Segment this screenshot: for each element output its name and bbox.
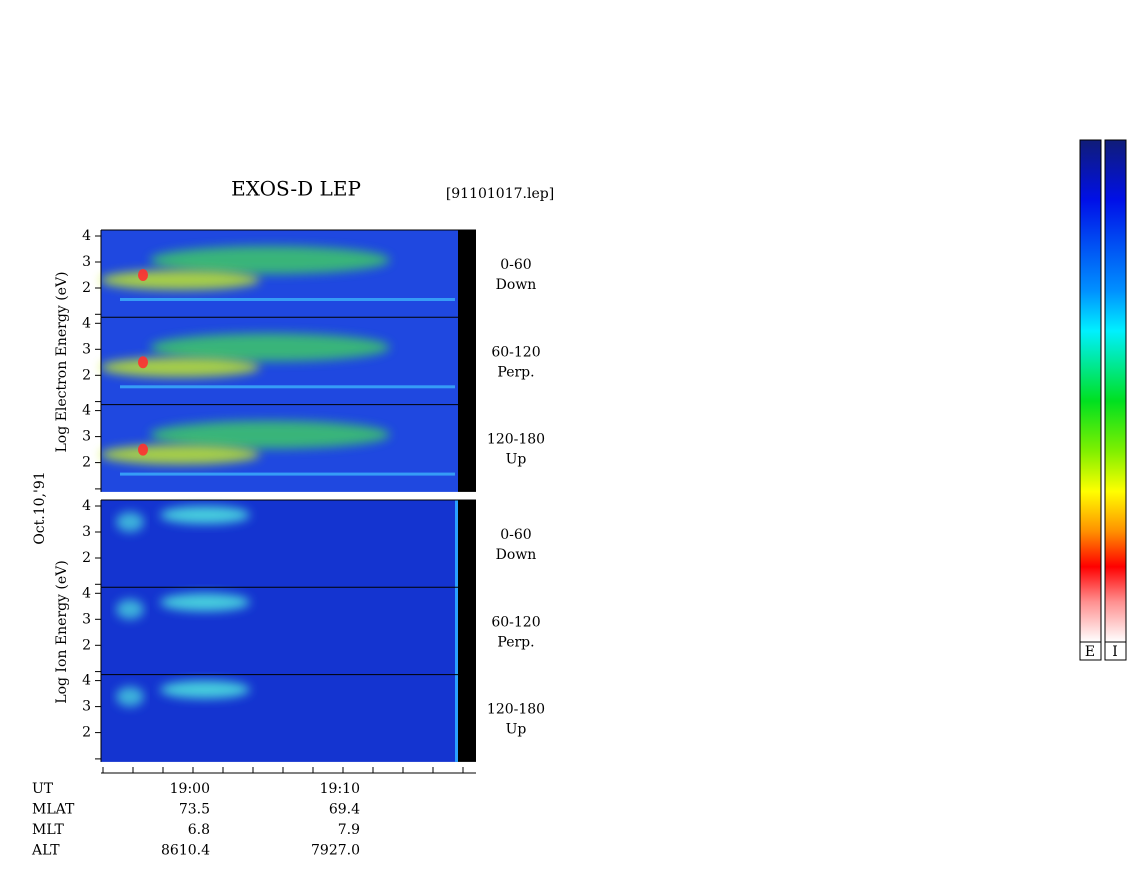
y-tick-label: 3: [82, 611, 91, 627]
y-tick-label: 4: [82, 403, 91, 419]
panel-label: 120-180: [487, 702, 545, 718]
data-gap: [458, 587, 476, 675]
y-tick-label: 2: [82, 550, 91, 566]
spectrogram-feature: [138, 356, 148, 369]
y-tick-label: 3: [82, 341, 91, 357]
spectrogram-feature: [100, 444, 260, 465]
spectrogram-feature: [120, 472, 455, 476]
spectrogram-feature: [455, 587, 458, 675]
y-tick-label: 3: [82, 429, 91, 445]
row-value: 73.5: [179, 802, 210, 818]
panel-label: Up: [506, 452, 527, 468]
spectrogram-feature: [138, 269, 148, 281]
panel-label: Perp.: [497, 634, 534, 650]
colorbar: [1079, 139, 1102, 643]
spectrogram-feature: [116, 599, 144, 620]
spectrogram-feature: [150, 420, 390, 449]
spectrogram-feature: [160, 680, 250, 699]
spectrogram-feature: [160, 593, 250, 612]
row-value: 7.9: [338, 822, 360, 838]
row-name: MLT: [32, 822, 64, 838]
spectrogram-feature: [160, 506, 250, 524]
data-gap: [458, 317, 476, 405]
row-value: 6.8: [188, 822, 210, 838]
spectrogram-feature: [116, 512, 144, 532]
data-gap: [458, 404, 476, 492]
y-tick-label: 4: [82, 498, 91, 514]
panel-label: Down: [496, 547, 537, 563]
y-tick-label: 3: [82, 699, 91, 715]
y-tick-label: 2: [82, 725, 91, 741]
y-tick-label: 4: [82, 673, 91, 689]
spectrogram: [101, 674, 458, 762]
row-name: UT: [32, 781, 54, 797]
file-name: [91101017.lep]: [446, 186, 554, 202]
panel-label: 0-60: [500, 257, 531, 273]
panel-label: 120-180: [487, 432, 545, 448]
date: Oct.10,'91: [32, 471, 48, 544]
y-tick-label: 2: [82, 455, 91, 471]
colorbar-label: I: [1112, 644, 1118, 660]
colorbar: [1104, 139, 1127, 643]
spectrogram: [101, 587, 458, 675]
y-axis-label: Log Ion Energy (eV): [54, 560, 70, 703]
spectrogram: [101, 500, 458, 588]
panel-label: 60-120: [491, 614, 540, 630]
data-gap: [458, 674, 476, 762]
colorbar-label: E: [1085, 644, 1095, 660]
colorbar-box: [1079, 641, 1102, 661]
spectrogram-feature: [100, 357, 260, 378]
time-label: 19:00: [170, 781, 210, 797]
spectrogram-feature: [150, 333, 390, 362]
spectrogram-feature: [138, 443, 148, 456]
row-value: 69.4: [329, 802, 360, 818]
title: EXOS-D LEP: [231, 177, 361, 201]
spectrogram-feature: [150, 246, 390, 274]
spectrogram-feature: [120, 385, 455, 389]
y-tick-label: 2: [82, 637, 91, 653]
spectrogram-feature: [100, 270, 260, 290]
time-label: 19:10: [320, 781, 360, 797]
row-value: 7927.0: [311, 843, 360, 859]
y-tick-label: 4: [82, 315, 91, 331]
y-tick-label: 3: [82, 254, 91, 270]
row-name: MLAT: [32, 802, 75, 818]
panel-label: 60-120: [491, 344, 540, 360]
row-name: ALT: [31, 843, 60, 859]
y-tick-label: 2: [82, 367, 91, 383]
y-tick-label: 4: [82, 228, 91, 244]
y-tick-label: 2: [82, 280, 91, 296]
spectrogram-feature: [455, 500, 458, 588]
data-gap: [458, 500, 476, 588]
y-tick-label: 3: [82, 524, 91, 540]
y-axis-label: Log Electron Energy (eV): [54, 271, 70, 452]
spectrogram-feature: [116, 686, 144, 707]
data-gap: [458, 230, 476, 318]
panel-label: Up: [506, 722, 527, 738]
panel-label: Down: [496, 277, 537, 293]
panel-label: 0-60: [500, 527, 531, 543]
panel-label: Perp.: [497, 364, 534, 380]
spectrogram-feature: [120, 298, 455, 301]
colorbar-box: [1104, 641, 1127, 661]
y-tick-label: 4: [82, 585, 91, 601]
spectrogram-feature: [455, 674, 458, 762]
row-value: 8610.4: [161, 843, 210, 859]
